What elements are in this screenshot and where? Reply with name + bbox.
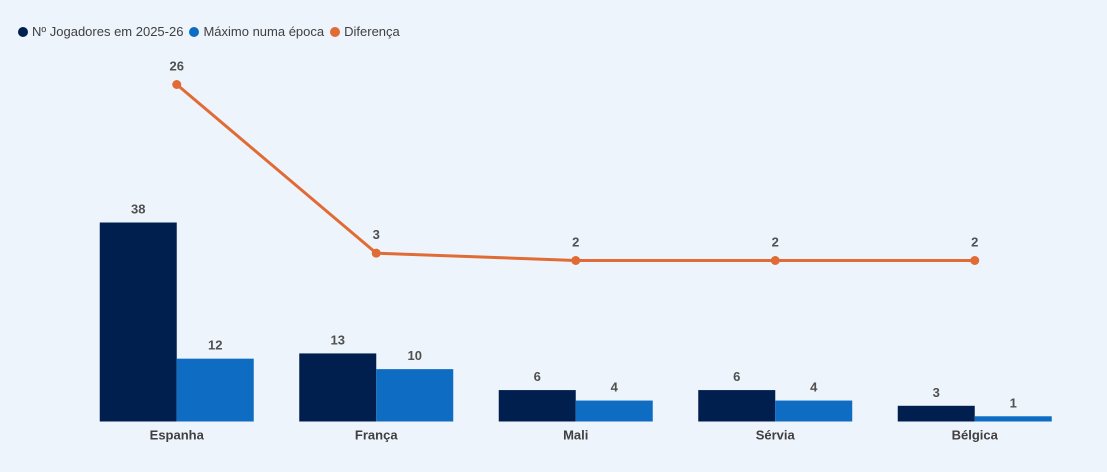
- x-tick-franca: França: [355, 428, 398, 443]
- line-value-difference-franca: 3: [373, 227, 380, 242]
- line-point-difference-franca[interactable]: [371, 248, 381, 258]
- bar-value-franca-players-2025-26: 13: [331, 332, 345, 347]
- x-tick-belgica: Bélgica: [952, 428, 999, 443]
- legend-swatch-players-2025-26: [18, 26, 28, 37]
- legend: Nº Jogadores em 2025-26 Máximo numa époc…: [18, 24, 400, 39]
- x-tick-espanha: Espanha: [150, 428, 205, 443]
- bar-value-espanha-players-2025-26: 38: [131, 202, 145, 217]
- legend-swatch-difference: [330, 26, 341, 37]
- legend-label-players-2025-26: Nº Jogadores em 2025-26: [32, 24, 184, 39]
- line-value-difference-mali: 2: [572, 235, 579, 250]
- legend-item-players-2025-26[interactable]: Nº Jogadores em 2025-26: [18, 24, 183, 39]
- legend-swatch-max-season: [189, 26, 200, 37]
- bar-franca-max-season[interactable]: [376, 369, 454, 422]
- bar-value-servia-max-season: 4: [810, 380, 818, 395]
- bar-mali-players-2025-26[interactable]: [498, 390, 576, 422]
- line-point-difference-servia[interactable]: [770, 256, 780, 265]
- bar-servia-players-2025-26[interactable]: [698, 390, 776, 422]
- bar-value-belgica-players-2025-26: 3: [933, 385, 940, 400]
- bar-value-servia-players-2025-26: 6: [733, 369, 740, 384]
- line-point-difference-espanha[interactable]: [172, 80, 182, 89]
- bar-value-mali-max-season: 4: [611, 380, 619, 395]
- bar-servia-max-season[interactable]: [775, 400, 853, 422]
- bar-belgica-players-2025-26[interactable]: [897, 405, 975, 422]
- line-value-difference-espanha: 26: [170, 59, 184, 74]
- bar-franca-players-2025-26[interactable]: [299, 353, 377, 422]
- bar-value-belgica-max-season: 1: [1010, 395, 1017, 410]
- bar-value-franca-max-season: 10: [408, 348, 422, 363]
- bar-espanha-players-2025-26[interactable]: [99, 222, 177, 422]
- bar-espanha-max-season[interactable]: [176, 358, 254, 422]
- legend-label-max-season: Máximo numa época: [203, 24, 325, 39]
- legend-item-max-season[interactable]: Máximo numa época: [189, 24, 324, 39]
- legend-label-difference: Diferença: [344, 24, 400, 39]
- legend-item-difference[interactable]: Diferença: [330, 24, 400, 39]
- x-tick-mali: Mali: [563, 428, 588, 443]
- bar-mali-max-season[interactable]: [575, 400, 653, 422]
- line-value-difference-servia: 2: [772, 235, 779, 250]
- line-point-difference-belgica[interactable]: [970, 256, 980, 265]
- bar-value-mali-players-2025-26: 6: [534, 369, 541, 384]
- x-tick-servia: Sérvia: [756, 428, 796, 443]
- bar-value-espanha-max-season: 12: [208, 338, 222, 353]
- line-point-difference-mali[interactable]: [571, 256, 581, 265]
- line-value-difference-belgica: 2: [971, 235, 978, 250]
- bar-belgica-max-season[interactable]: [974, 416, 1052, 422]
